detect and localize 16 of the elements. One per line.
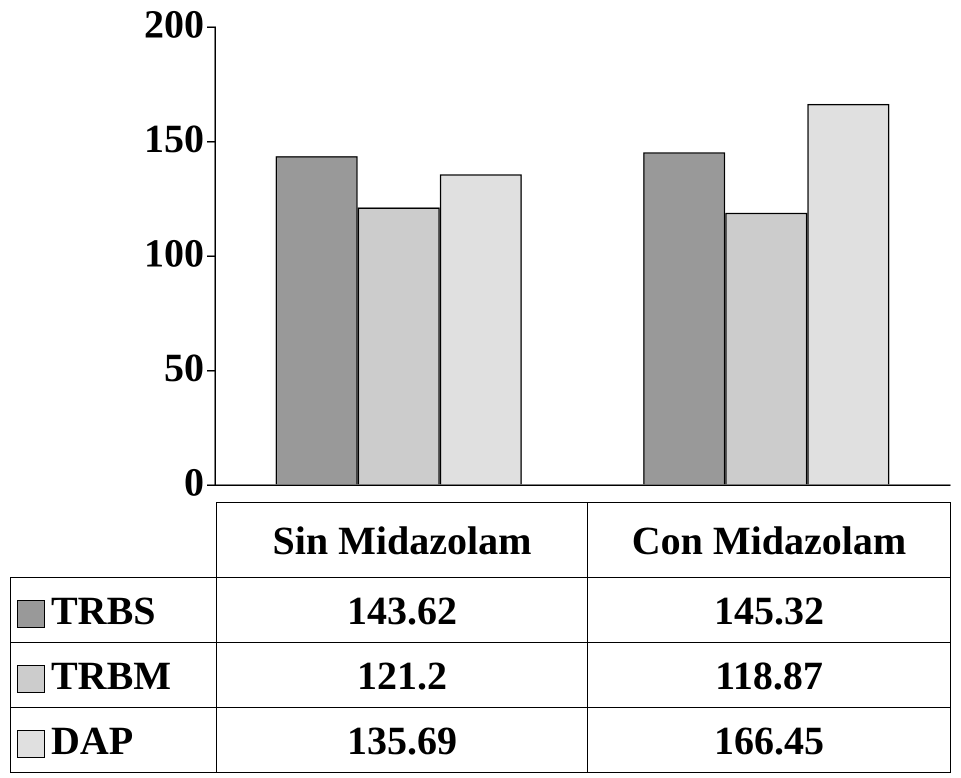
legend-label: TRBS [10, 578, 216, 642]
x-tick-label: Sin Midazolam [216, 502, 588, 578]
data-label: 145.32 [588, 578, 950, 642]
y-tick-label: 150 [144, 116, 204, 161]
x-tick-label: Con Midazolam [588, 502, 950, 578]
data-label: 118.87 [588, 642, 950, 708]
data-label: 166.45 [588, 708, 950, 772]
y-tick-label: 50 [164, 344, 204, 390]
y-tick-label: 0 [184, 459, 204, 504]
legend-label: TRBM [10, 642, 216, 708]
y-tick-label: 100 [144, 230, 204, 276]
data-label: 143.62 [216, 578, 588, 642]
data-label: 121.2 [216, 642, 588, 708]
legend-label: DAP [10, 708, 216, 772]
y-tick-label: 200 [144, 1, 204, 46]
data-label: 135.69 [216, 708, 588, 772]
